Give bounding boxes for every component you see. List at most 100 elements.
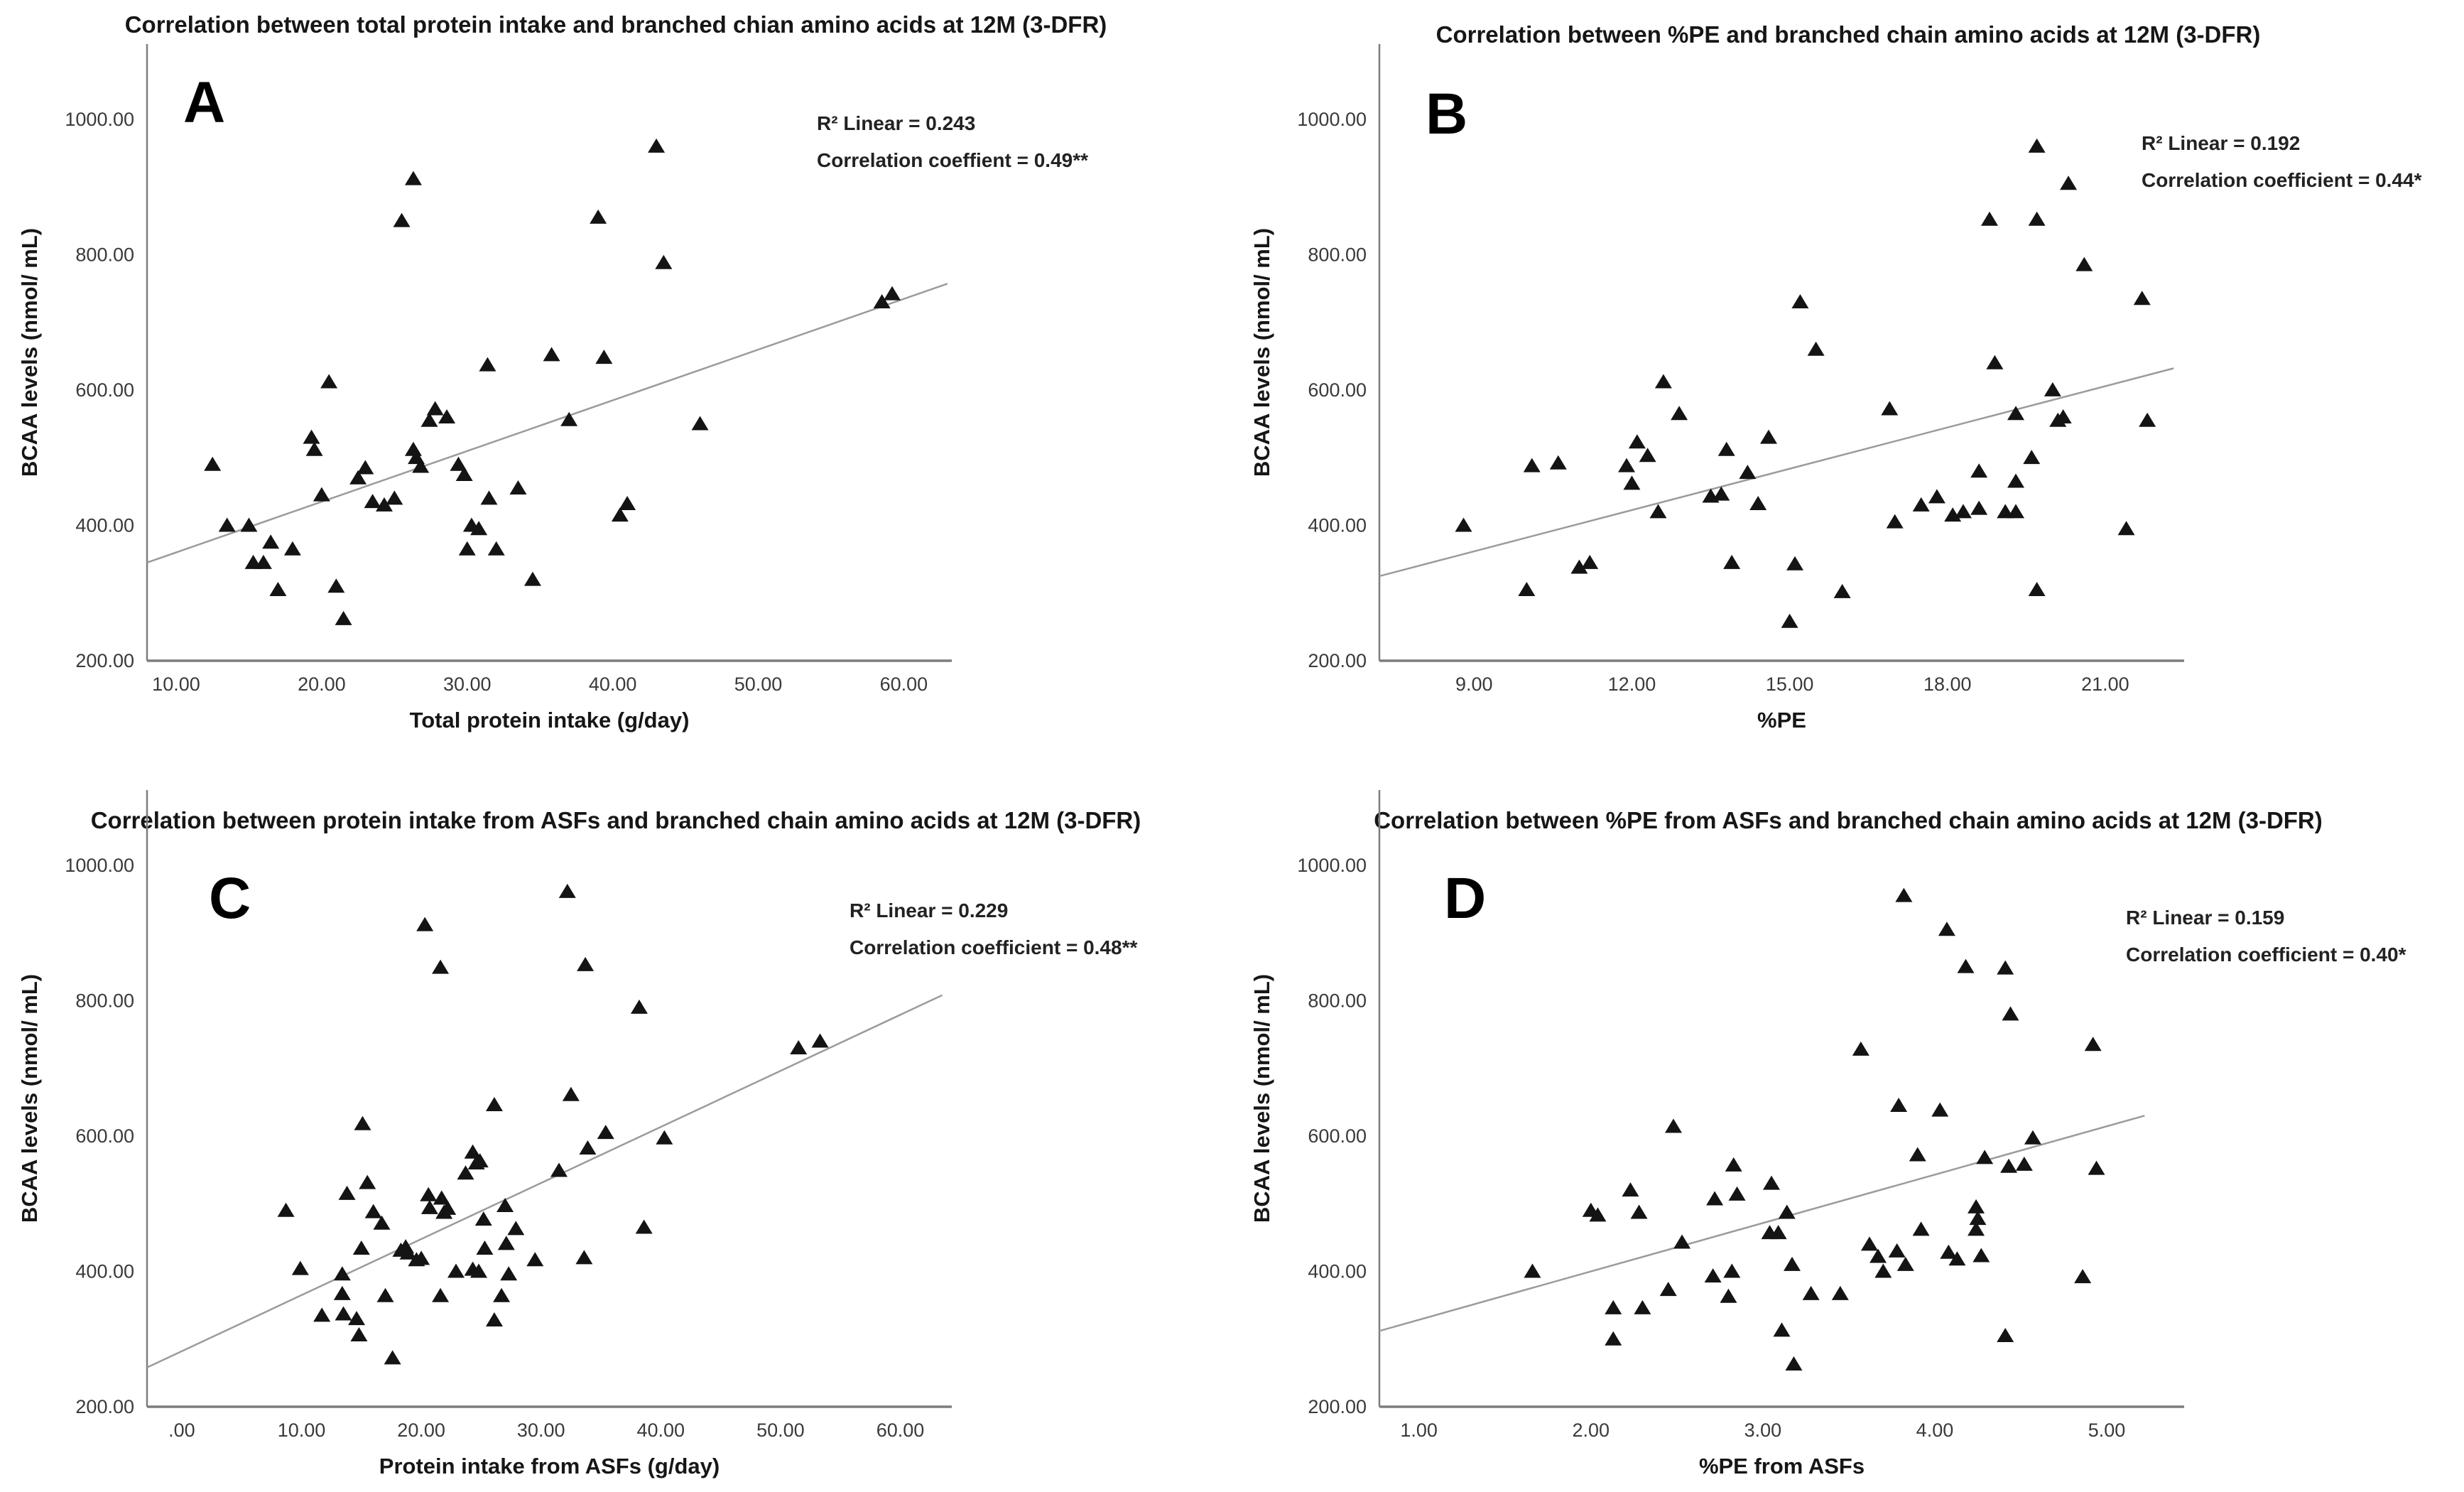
data-point-triangle — [1781, 613, 1798, 628]
data-point-triangle — [1874, 1263, 1892, 1278]
panel-b-corr-text: Correlation coefficient = 0.44* — [2142, 169, 2422, 191]
data-point-triangle — [1802, 1285, 1820, 1300]
data-point-triangle — [1671, 406, 1688, 421]
data-point-triangle — [873, 294, 891, 309]
panel-c-letter: C — [209, 866, 251, 931]
y-tick-label: 800.00 — [75, 244, 134, 265]
data-point-triangle — [1570, 559, 1588, 574]
data-point-triangle — [1981, 211, 1999, 226]
data-point-triangle — [2015, 1156, 2033, 1171]
data-point-triangle — [1807, 341, 1825, 356]
x-tick-label: 10.00 — [152, 674, 200, 695]
data-point-triangle — [438, 409, 456, 423]
y-axis-title: BCAA levels (nmol/ mL) — [1249, 228, 1274, 477]
data-point-triangle — [1673, 1234, 1691, 1249]
data-point-triangle — [1739, 465, 1757, 480]
panel-d-r2-text: R² Linear = 0.159 — [2126, 907, 2285, 929]
data-point-triangle — [480, 490, 498, 505]
data-point-triangle — [350, 1327, 368, 1342]
panel-c-scatter-plot: 200.00 400.00 600.00 800.00 1000.00 .00 10.00 2… — [17, 790, 952, 1479]
panel-b-letter: B — [1426, 82, 1468, 146]
x-tick-label: 20.00 — [298, 674, 346, 695]
data-point-triangle — [560, 411, 578, 426]
data-point-triangle — [1890, 1098, 1908, 1113]
data-point-triangle — [333, 1266, 351, 1281]
x-tick-label: 12.00 — [1608, 674, 1656, 695]
panel-d-scatter-plot: 200.00 400.00 600.00 800.00 1000.00 1.00 2.00 3… — [1249, 790, 2184, 1479]
panel-b-title: Correlation between %PE and branched cha… — [1435, 21, 2261, 48]
data-point-triangle — [1912, 497, 1930, 512]
data-point-triangle — [320, 374, 338, 389]
data-point-triangle — [2000, 1158, 2018, 1173]
y-tick-label: 1000.00 — [1297, 109, 1367, 130]
data-point-triangle — [523, 571, 541, 586]
data-point-triangle — [335, 1306, 352, 1321]
data-point-triangle — [500, 1266, 518, 1281]
data-point-triangle — [262, 534, 280, 549]
y-tick-label: 600.00 — [75, 379, 134, 401]
data-point-triangle — [2054, 409, 2072, 423]
trend-line — [146, 283, 948, 564]
data-point-triangle — [1589, 1207, 1607, 1222]
data-point-triangle — [1948, 1251, 1966, 1266]
data-point-triangle — [1618, 458, 1636, 472]
data-point-triangle — [2060, 175, 2078, 190]
data-point-triangle — [1886, 514, 1904, 529]
data-point-triangle — [1976, 1150, 1994, 1164]
y-tick-label: 200.00 — [75, 650, 134, 671]
data-point-triangle — [1954, 504, 1972, 519]
data-point-triangle — [303, 429, 320, 444]
data-point-triangle — [597, 1125, 614, 1140]
data-point-triangle — [1713, 486, 1730, 501]
data-point-triangle — [404, 441, 422, 456]
data-point-triangle — [393, 212, 411, 227]
data-point-triangle — [1704, 1268, 1722, 1283]
panel-a-scatter-plot: 200.00 400.00 600.00 800.00 1000.00 10.00 20.0… — [17, 44, 952, 733]
data-point-triangle — [349, 470, 367, 485]
data-point-triangle — [1831, 1285, 1849, 1300]
x-axis-title: %PE — [1757, 708, 1806, 733]
x-tick-label: 18.00 — [1923, 674, 1972, 695]
data-point-triangle — [305, 441, 323, 456]
data-point-triangle — [2007, 406, 2025, 421]
panel-c-annotation: R² Linear = 0.229 Correlation coefficien… — [850, 892, 1137, 966]
data-point-triangle — [1664, 1118, 1682, 1133]
data-point-triangle — [1895, 887, 1913, 902]
panel-c: Correlation between protein intake from … — [0, 746, 1232, 1492]
y-tick-label: 1000.00 — [1297, 855, 1367, 876]
x-tick-label: 1.00 — [1400, 1420, 1438, 1441]
y-tick-label: 200.00 — [1308, 650, 1367, 671]
x-tick-label: 5.00 — [2088, 1420, 2126, 1441]
panel-b-annotation: R² Linear = 0.192 Correlation coefficien… — [2142, 125, 2421, 199]
data-point-triangle — [2002, 1006, 2019, 1021]
panel-d-corr-text: Correlation coefficient = 0.40* — [2126, 944, 2406, 966]
data-point-triangle — [1659, 1282, 1677, 1297]
data-point-triangle — [1860, 1236, 1878, 1251]
x-tick-label: 40.00 — [589, 674, 637, 695]
data-point-triangle — [1523, 458, 1541, 472]
data-points-group — [277, 883, 829, 1365]
data-point-triangle — [458, 541, 476, 556]
panel-d-letter: D — [1444, 866, 1487, 931]
data-point-triangle — [1720, 1288, 1737, 1303]
y-tick-label: 200.00 — [1308, 1396, 1367, 1417]
data-point-triangle — [412, 458, 430, 473]
data-point-triangle — [432, 1287, 450, 1302]
data-point-triangle — [656, 1130, 673, 1145]
data-point-triangle — [1881, 401, 1899, 416]
trend-line — [146, 994, 943, 1368]
data-point-triangle — [497, 1236, 515, 1250]
data-point-triangle — [883, 286, 901, 301]
panel-c-r2-text: R² Linear = 0.229 — [850, 899, 1009, 921]
data-point-triangle — [577, 956, 595, 971]
data-point-triangle — [1997, 1327, 2014, 1342]
x-axis-title: Total protein intake (g/day) — [410, 708, 690, 733]
data-point-triangle — [1997, 960, 2014, 975]
x-tick-label: 60.00 — [880, 674, 928, 695]
data-point-triangle — [1581, 554, 1599, 569]
data-point-triangle — [790, 1040, 808, 1055]
data-point-triangle — [439, 1200, 457, 1215]
data-point-triangle — [558, 883, 576, 898]
panel-d-annotation: R² Linear = 0.159 Correlation coefficien… — [2126, 899, 2406, 973]
